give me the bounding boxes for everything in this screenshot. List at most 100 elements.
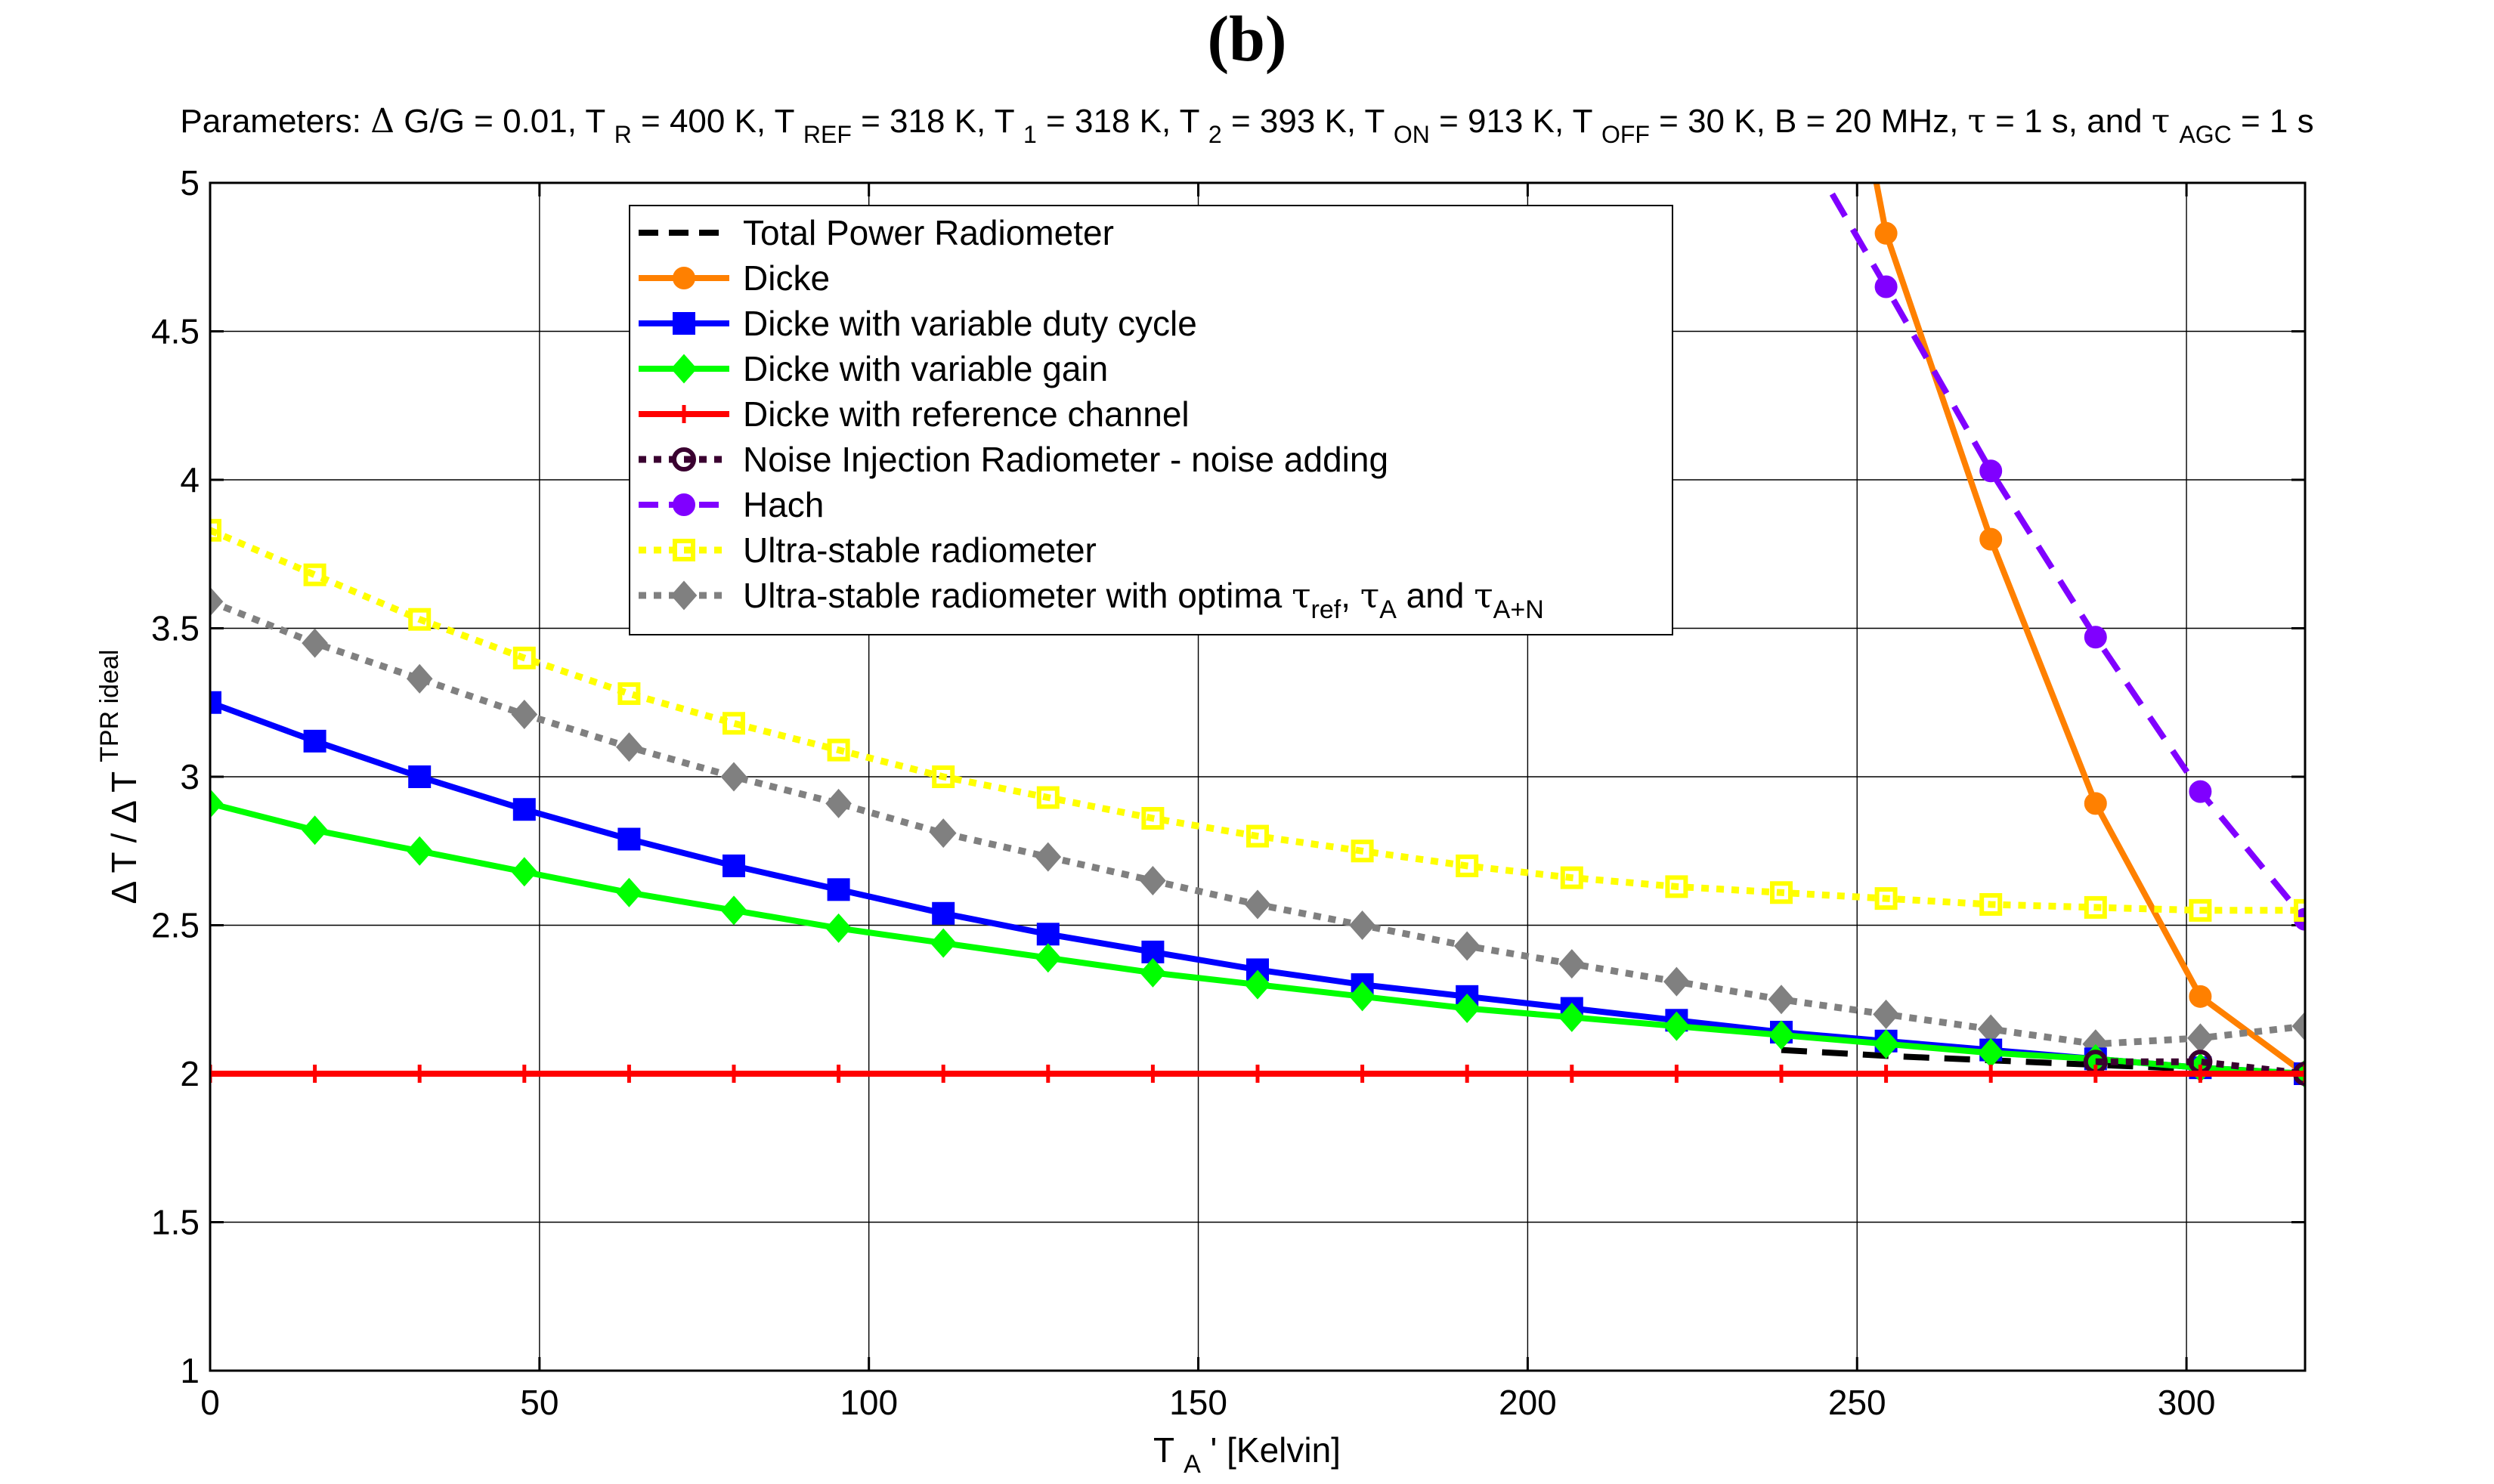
title-agc-text: = 1 s [2241,103,2314,140]
data-point [1979,459,2003,483]
legend-item: Dicke with variable duty cycle [639,304,1197,343]
data-point [932,901,955,925]
legend-marker [673,493,695,516]
x-axis-label-rest: ' [Kelvin] [1211,1430,1341,1470]
title-r-sub: R [614,121,632,148]
data-point [1979,527,2003,551]
y-axis-label-main: Δ T / Δ T [104,771,144,904]
x-axis-label-main: T [1153,1430,1174,1470]
data-point [1349,982,1375,1012]
data-point [617,682,641,705]
data-point [303,563,326,586]
x-tick-label: 200 [1499,1383,1557,1422]
data-point [1877,1065,1895,1083]
legend-label: Total Power Radiometer [743,213,1114,252]
data-point [1560,866,1583,889]
legend: Total Power Radiometer Dicke Dicke with va… [629,205,1673,635]
data-point [1772,1065,1790,1083]
title-tau-agc-symbol: τ [2152,102,2170,141]
axis-ticks: 0 50 100 150 200 250 300 1 1.5 2 2.5 3 3.5 4 4.5 5 [151,163,2305,1422]
data-point [1353,1065,1372,1083]
data-point [1038,1065,1057,1083]
y-tick-label: 2 [180,1054,200,1093]
title-on-sub: ON [1394,121,1430,148]
data-point [210,691,221,714]
data-point [1143,1065,1162,1083]
x-tick-label: 150 [1169,1383,1227,1422]
data-point [720,762,747,792]
data-point [210,1065,219,1083]
data-point [512,646,536,669]
data-point [408,608,432,631]
data-point [723,854,745,877]
series-ultra-stable-radiometer [210,518,2305,922]
title-one-sub: 1 [1023,121,1037,148]
legend-label: Dicke with reference channel [743,394,1190,434]
title-delta-symbol: Δ [370,102,395,141]
data-point [210,788,224,818]
title-tau-symbol: τ [1968,102,1986,141]
data-point [1768,985,1795,1015]
data-point [1456,854,1479,877]
data-point [1458,1065,1477,1083]
data-point [2296,1065,2305,1083]
title-two-text: = 393 K, T [1231,103,1385,140]
data-point [1035,842,1062,872]
legend-label: Dicke [743,258,830,298]
data-point [725,1065,743,1083]
data-point [2291,1011,2305,1041]
series-line [1873,183,2305,1077]
x-tick-label: 250 [1828,1383,1886,1422]
data-point [410,1065,429,1083]
data-point [1453,931,1481,961]
data-point [616,732,642,762]
data-point [934,1065,953,1083]
legend-marker [670,580,698,611]
legend-item: Ultra-stable radiometer with optima τref… [639,575,1544,624]
legend-item: Dicke with reference channel [639,394,1190,434]
data-point [515,1065,534,1083]
series-dicke [1873,183,2305,1085]
data-point [1036,923,1060,946]
y-tick-label: 2.5 [151,906,200,945]
data-point [511,699,538,729]
data-point [1246,824,1269,848]
legend-marker [673,267,695,289]
y-tick-label: 3 [180,757,200,796]
data-point [303,729,326,753]
x-tick-label: 100 [840,1383,898,1422]
title-on-text: = 913 K, T [1439,103,1592,140]
x-axis-label: T A ' [Kelvin] [1153,1430,1341,1480]
legend-marker [673,539,695,561]
legend-label: Dicke with variable duty cycle [743,304,1197,343]
y-tick-label: 1.5 [151,1203,200,1242]
data-point [1982,1065,2000,1083]
data-point [1873,1029,1899,1059]
x-tick-label: 300 [2158,1383,2216,1422]
data-point [1249,1065,1267,1083]
data-point [1768,1020,1795,1050]
data-point [1244,969,1271,1000]
y-axis-label: Δ T / Δ T TPR ideal [95,650,144,904]
legend-label: Hach [743,485,824,524]
title-ref-sub: REF [803,121,852,148]
data-point [1141,807,1165,830]
legend-item: Hach [639,485,824,524]
data-point [1665,875,1688,898]
data-point [1244,889,1271,920]
data-point [1140,957,1166,988]
data-point [829,1065,848,1083]
series-total-power-radiometer [1781,1047,2305,1077]
y-tick-label: 1 [180,1351,200,1390]
legend-label: Dicke with variable gain [743,349,1108,388]
data-point [302,815,328,846]
data-point [1874,275,1898,298]
data-point [1874,887,1898,910]
title-tau-text: = 1 s, and [1995,103,2152,140]
chart-title: Parameters: Δ G/G = 0.01, T R = 400 K, T… [180,102,2313,150]
data-point [1351,839,1374,863]
legend-label: Ultra-stable radiometer [743,530,1097,570]
data-point [1663,966,1690,997]
series-dicke-with-reference-channel [210,1065,2305,1083]
data-point [210,586,224,617]
